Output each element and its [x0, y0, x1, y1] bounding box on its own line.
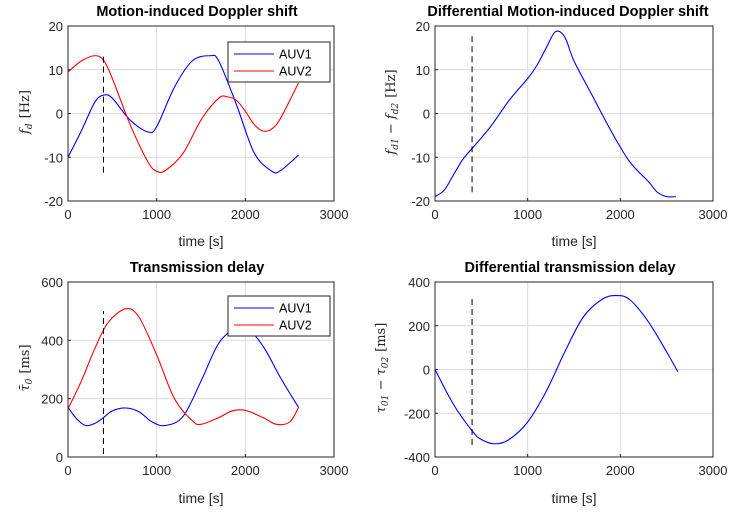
chart-title: Differential Motion-induced Doppler shif…	[427, 4, 708, 20]
y-axis-label: τ̄0[ms]	[18, 344, 35, 391]
y-tick-label: 400	[408, 275, 430, 290]
y-tick-label: 0	[423, 363, 430, 378]
x-axis-label: time [s]	[178, 490, 223, 506]
legend: AUV1 AUV2	[227, 295, 331, 337]
y-tick-label: -10	[44, 150, 63, 165]
y-tick-label: 0	[56, 450, 63, 465]
x-tick-label: 3000	[699, 207, 728, 222]
panel-doppler-shift: Motion-induced Doppler shift 0 1000 2000 30…	[18, 4, 348, 249]
y-tick-label: -20	[44, 194, 63, 209]
x-tick-label: 0	[431, 463, 438, 478]
x-tick-label: 2000	[231, 207, 260, 222]
x-tick-label: 2000	[606, 207, 635, 222]
y-tick-label: 10	[49, 63, 63, 78]
y-tick-label: -400	[404, 450, 430, 465]
y-tick-label: 200	[408, 319, 430, 334]
x-tick-label: 1000	[513, 463, 542, 478]
y-tick-label: 400	[41, 333, 63, 348]
y-tick-label: 20	[49, 19, 63, 34]
y-axis-label: τ01 − τ02[ms]	[374, 323, 391, 414]
x-tick-label: 1000	[142, 463, 171, 478]
x-tick-label: 1000	[142, 207, 171, 222]
x-tick-label: 3000	[320, 207, 349, 222]
x-tick-label: 2000	[606, 463, 635, 478]
legend: AUV1 AUV2	[227, 41, 331, 83]
legend-box	[227, 41, 331, 83]
legend-label: AUV2	[279, 319, 312, 333]
x-axis-label: time [s]	[551, 490, 596, 506]
y-tick-label: 600	[41, 275, 63, 290]
x-tick-label: 1000	[513, 207, 542, 222]
x-tick-label: 3000	[320, 463, 349, 478]
plot-area	[67, 281, 335, 458]
series-line-difference	[434, 295, 679, 445]
panel-differential-doppler-shift: Differential Motion-induced Doppler shif…	[384, 4, 727, 249]
legend-label: AUV1	[279, 48, 312, 62]
x-tick-label: 0	[64, 463, 71, 478]
y-tick-label: 200	[41, 392, 63, 407]
y-tick-label: 20	[416, 19, 430, 34]
x-tick-label: 2000	[231, 463, 260, 478]
legend-box	[227, 295, 331, 337]
x-tick-label: 0	[64, 207, 71, 222]
panel-differential-transmission-delay: Differential transmission delay 0 1000 200…	[374, 260, 727, 506]
x-tick-label: 3000	[699, 463, 728, 478]
legend-label: AUV2	[279, 65, 312, 79]
y-tick-label: -10	[411, 150, 430, 165]
y-tick-label: 0	[56, 107, 63, 122]
y-tick-label: 0	[423, 107, 430, 122]
chart-title: Transmission delay	[130, 260, 265, 276]
y-tick-label: -20	[411, 194, 430, 209]
y-axis-label: fd[Hz]	[18, 90, 35, 135]
panel-transmission-delay: Transmission delay 0 1000 2000 3000 0 200 400 6…	[18, 260, 348, 506]
chart-title: Motion-induced Doppler shift	[96, 4, 298, 20]
x-axis-label: time [s]	[178, 233, 223, 249]
x-tick-label: 0	[431, 207, 438, 222]
y-tick-label: -200	[404, 406, 430, 421]
legend-label: AUV1	[279, 302, 312, 316]
series-line-auv1	[67, 54, 299, 174]
series-line-auv2	[67, 55, 300, 174]
y-tick-label: 10	[416, 63, 430, 78]
chart-title: Differential transmission delay	[464, 260, 675, 276]
series-line-difference	[434, 30, 676, 198]
y-axis-label: fd1 − fd2[Hz]	[384, 69, 401, 155]
x-axis-label: time [s]	[551, 233, 596, 249]
